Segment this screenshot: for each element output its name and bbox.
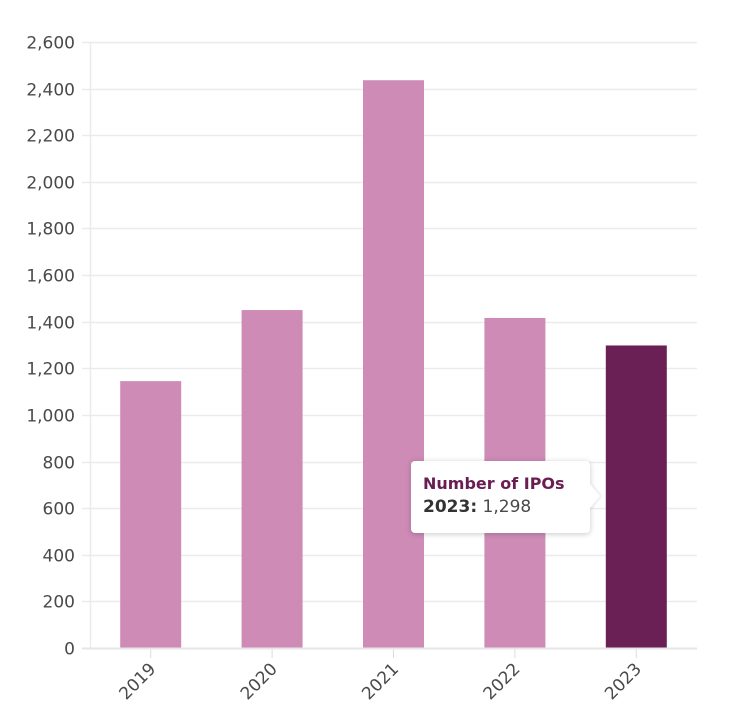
y-axis: 0 200 400 600 800 1,000 1,200 1,400 1,600 1,800 2,…	[26, 34, 75, 660]
y-tick-label: 600	[43, 500, 75, 520]
x-tick-label: 2021	[358, 659, 403, 704]
y-tick-label: 800	[43, 454, 75, 474]
tooltip-value: 1,298	[482, 497, 532, 517]
x-tick-label: 2022	[480, 659, 525, 704]
y-tick-label: 2,400	[26, 81, 75, 101]
bar-2020	[241, 310, 303, 648]
y-tick-label: 0	[64, 640, 75, 660]
y-tick-label: 1,600	[26, 267, 75, 287]
x-tick-label: 2023	[601, 659, 646, 704]
y-tick-label: 2,600	[26, 34, 75, 54]
y-tick-label: 1,200	[26, 360, 75, 380]
x-axis: 2019 2020 2021 2022 2023	[82, 647, 697, 704]
tooltip-key: 2023:	[423, 497, 478, 517]
y-tick-label: 400	[43, 547, 75, 567]
y-tick-label: 200	[43, 593, 75, 613]
x-tick-label: 2019	[115, 659, 160, 704]
bar-2021	[363, 80, 424, 649]
tooltip-title: Number of IPOs	[423, 474, 565, 493]
tooltip: Number of IPOs 2023: 1,298	[411, 461, 590, 533]
x-tick-label: 2020	[237, 659, 282, 704]
bar-2019	[120, 381, 182, 648]
y-tick-label: 1,800	[26, 220, 75, 240]
bar-2023	[605, 345, 667, 648]
bars	[120, 80, 667, 649]
y-tick-label: 1,400	[26, 314, 75, 334]
y-tick-label: 2,200	[26, 127, 75, 147]
y-tick-label: 2,000	[26, 174, 75, 194]
tooltip-line: 2023: 1,298	[423, 495, 578, 519]
y-tick-label: 1,000	[26, 407, 75, 427]
